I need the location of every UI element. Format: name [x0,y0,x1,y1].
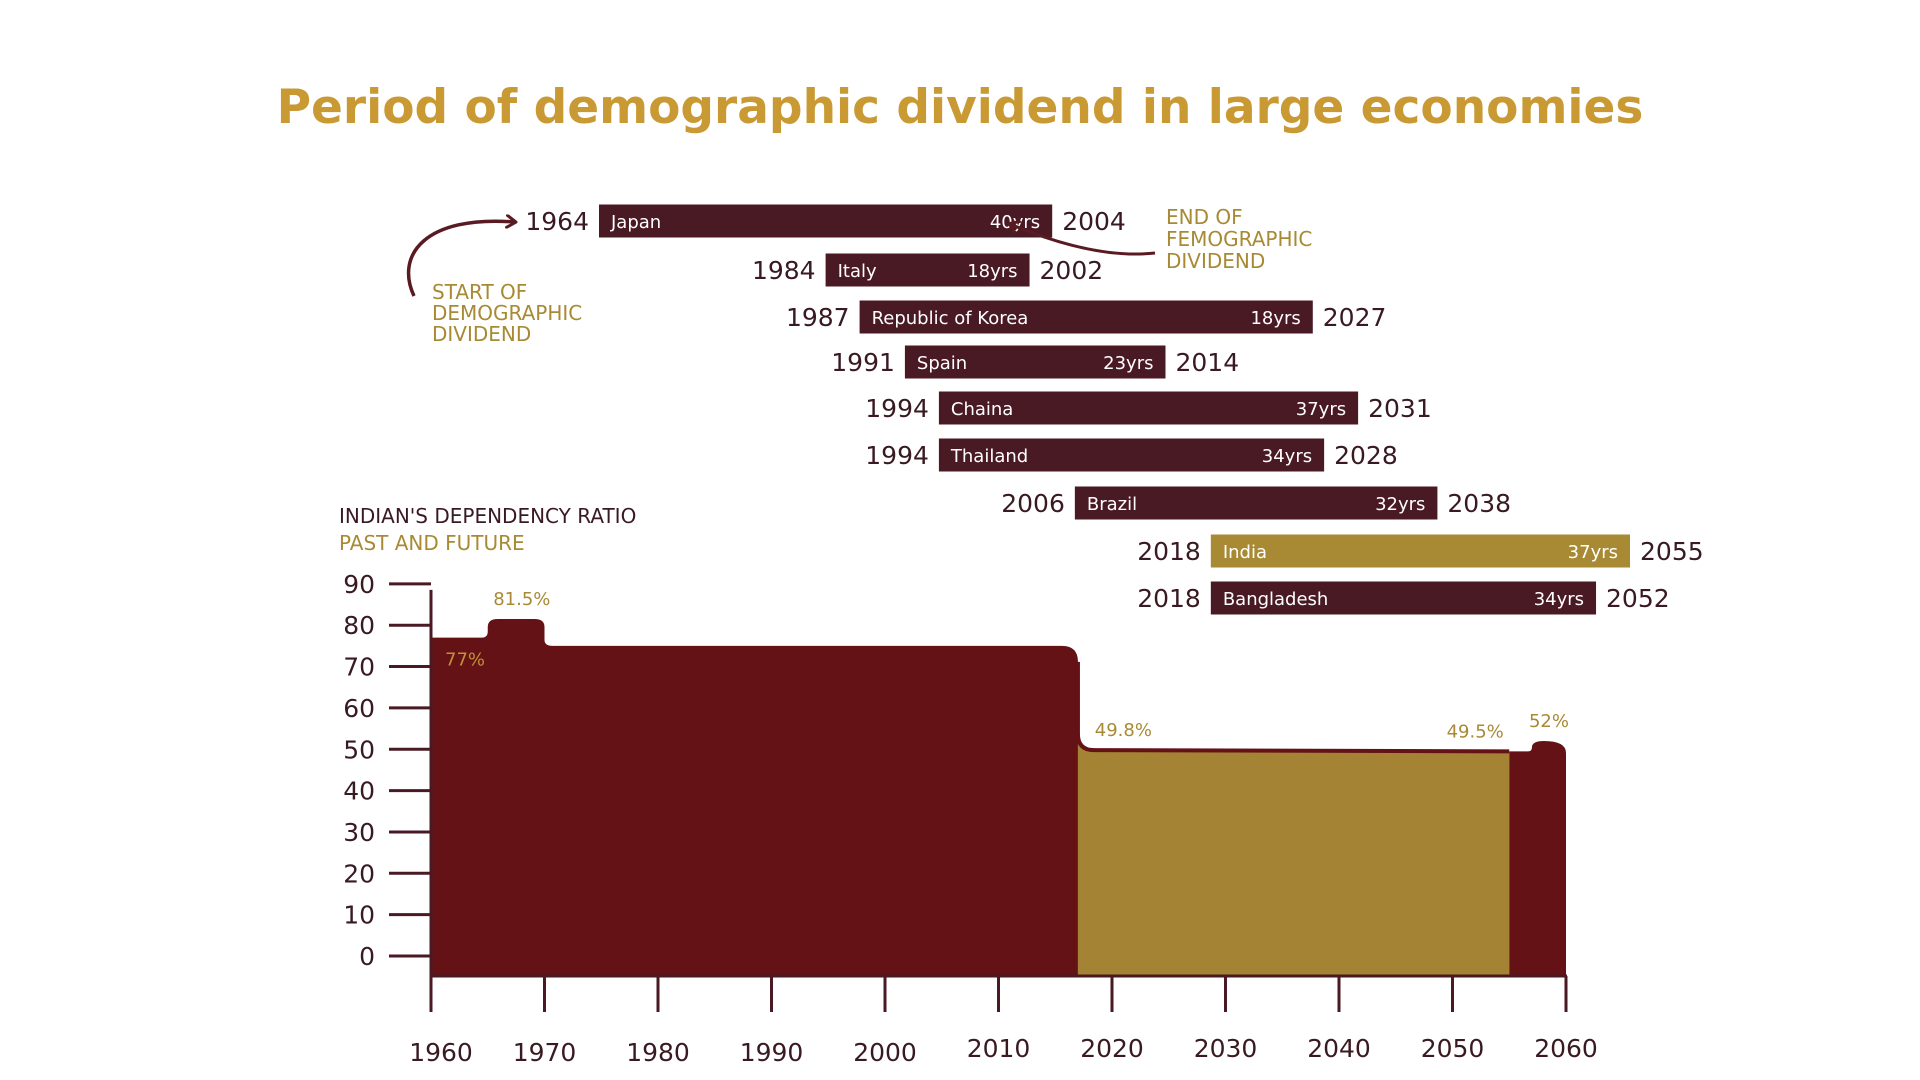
bar-start-year: 1991 [831,348,895,377]
bar-country-label: Italy [838,261,877,282]
bar-start-year: 1964 [525,207,589,236]
bar-start-year: 1984 [752,256,816,285]
start-arrow [406,221,515,297]
x-tick-label: 2040 [1307,1034,1371,1063]
y-tick-label: 60 [343,694,375,723]
area-gold-dividend [1077,734,1510,976]
bar-start-year: 1994 [865,394,929,423]
bar-end-year: 2052 [1606,584,1670,613]
y-tick-label: 20 [343,859,375,888]
x-tick-label: 2000 [853,1038,917,1067]
timeline-bar-republic-of-korea [859,300,1313,334]
x-tick-label: 2060 [1534,1034,1598,1063]
start-annotation-line: DIVIDEND [432,322,531,346]
bar-end-year: 2055 [1640,537,1704,566]
bar-end-year: 2027 [1323,303,1387,332]
timeline-bar-italy [825,253,1030,287]
x-tick-label: 2020 [1080,1034,1144,1063]
bar-country-label: Chaina [951,399,1013,420]
value-annotation: 52% [1529,711,1569,732]
timeline-bar-bangladesh [1210,581,1597,615]
x-tick-label: 1980 [626,1038,690,1067]
bar-end-year: 2002 [1040,256,1104,285]
area-dark-historic [431,618,1078,976]
y-tick-label: 70 [343,653,375,682]
value-annotation: 49.8% [1095,720,1152,741]
bar-country-label: Bangladesh [1223,589,1329,610]
bar-country-label: Spain [917,353,967,374]
bar-start-year: 2018 [1137,584,1201,613]
bar-duration-label: 37yrs [1568,542,1618,563]
dependency-ratio-chart: INDIAN'S DEPENDENCY RATIO PAST AND FUTURE… [339,504,1598,1067]
timeline-bar-brazil [1074,486,1438,520]
start-annotation-line: DEMOGRAPHIC [432,301,582,325]
timeline-bar-india [1210,534,1631,568]
bar-country-label: Republic of Korea [872,308,1029,329]
timeline-bar-chaina [938,391,1359,425]
x-tick-label: 2050 [1421,1034,1485,1063]
y-tick-label: 0 [359,942,375,971]
value-annotation: 77% [445,650,485,671]
end-annotation-line: END OF [1166,205,1243,229]
bar-end-year: 2038 [1447,489,1511,518]
bar-start-year: 2018 [1137,537,1201,566]
bar-country-label: Japan [610,212,661,233]
bar-end-year: 2004 [1062,207,1126,236]
y-tick-label: 10 [343,901,375,930]
bar-duration-label: 23yrs [1103,353,1153,374]
value-annotation: 49.5% [1447,721,1504,742]
dividend-timeline: Japan 40yrs 1964 2004 Italy 18yrs 1984 2002 Repu… [525,204,1704,615]
end-annotation-line: DIVIDEND [1166,249,1265,273]
timeline-bar-spain [904,345,1166,379]
bar-end-year: 2014 [1176,348,1240,377]
bar-duration-label: 18yrs [1250,308,1300,329]
start-annotation-line: START OF [432,280,527,304]
bar-duration-label: 34yrs [1534,589,1584,610]
bar-start-year: 2006 [1001,489,1065,518]
x-tick-label: 1970 [513,1038,577,1067]
x-tick-label: 2030 [1194,1034,1258,1063]
end-annotation-line: FEMOGRAPHIC [1166,227,1312,251]
bar-duration-label: 37yrs [1296,399,1346,420]
area-chart-subtitle: PAST AND FUTURE [339,531,525,555]
x-tick-label: 2010 [967,1034,1031,1063]
bar-country-label: Thailand [950,446,1028,467]
value-annotation: 81.5% [493,589,550,610]
area-chart-title: INDIAN'S DEPENDENCY RATIO [339,504,636,528]
bar-end-year: 2031 [1368,394,1432,423]
bar-end-year: 2028 [1334,441,1398,470]
y-tick-label: 90 [343,570,375,599]
x-tick-label: 1990 [740,1038,804,1067]
bar-start-year: 1994 [865,441,929,470]
y-tick-label: 40 [343,777,375,806]
bar-country-label: India [1223,542,1267,563]
bar-start-year: 1987 [786,303,850,332]
y-tick-label: 50 [343,735,375,764]
y-tick-label: 30 [343,818,375,847]
timeline-bar-japan [599,204,1053,238]
bar-duration-label: 32yrs [1375,494,1425,515]
end-arrow [1010,224,1156,256]
bar-duration-label: 18yrs [967,261,1017,282]
chart-title: Period of demographic dividend in large … [276,80,1644,135]
bar-duration-label: 40yrs [990,212,1040,233]
area-gold-outline [1075,661,1510,754]
timeline-bar-thailand [938,438,1325,472]
y-tick-label: 80 [343,611,375,640]
area-dark-future [1509,740,1566,976]
bar-duration-label: 34yrs [1262,446,1312,467]
x-tick-label: 1960 [409,1038,473,1067]
bar-country-label: Brazil [1087,494,1137,515]
